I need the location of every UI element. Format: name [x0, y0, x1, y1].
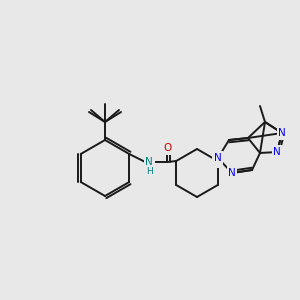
Text: N: N — [214, 153, 222, 163]
Text: O: O — [163, 143, 171, 153]
Text: N: N — [146, 157, 153, 167]
Text: N: N — [228, 168, 236, 178]
Text: H: H — [146, 167, 153, 176]
Text: N: N — [273, 147, 281, 157]
Text: N: N — [214, 156, 222, 166]
Text: N: N — [278, 128, 286, 138]
